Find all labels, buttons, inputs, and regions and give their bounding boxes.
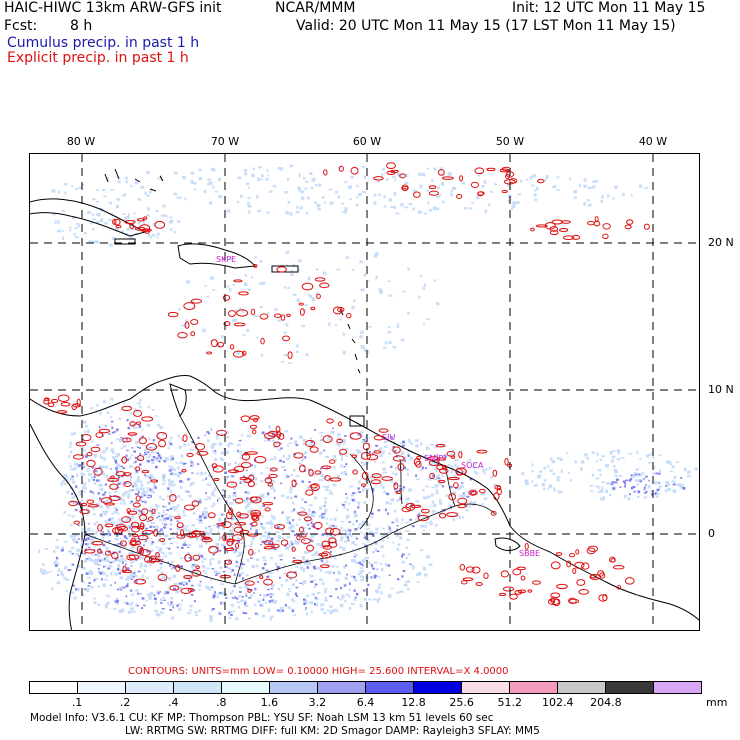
colorbar-label: 102.4	[542, 696, 574, 709]
lat-lon-grid	[30, 154, 699, 630]
colorbar-label: 6.4	[356, 696, 375, 709]
colorbar-label: .8	[216, 696, 227, 709]
border-colombia-peru	[84, 533, 236, 585]
colorbar-label: 12.8	[401, 696, 426, 709]
colorbar-cell	[222, 682, 270, 693]
header-org: NCAR/MMM	[275, 0, 356, 16]
colorbar-cell	[414, 682, 462, 693]
colorbar-cell	[558, 682, 606, 693]
colorbar-label: 204.8	[590, 696, 622, 709]
station-labels: SJU SKPE SMJP SOCA SBBE	[216, 255, 540, 558]
coast-trinidad	[349, 415, 365, 427]
border-guyana-suriname	[399, 458, 403, 505]
header-valid: Valid: 20 UTC Mon 11 May 15 (17 LST Mon …	[296, 18, 676, 34]
colorbar-cell	[510, 682, 558, 693]
colorbar-cell	[78, 682, 126, 693]
colorbar-label: 3.2	[308, 696, 327, 709]
explicit-precip-contours	[43, 162, 650, 607]
border-venezuela-colombia	[179, 415, 245, 585]
coast-amazon-mouth	[494, 537, 521, 551]
lon-label-40w: 40 W	[638, 135, 668, 148]
lon-label-70w: 70 W	[210, 135, 240, 148]
colorbar-cell	[270, 682, 318, 693]
colorbar-cell	[606, 682, 654, 693]
colorbar-cell	[126, 682, 174, 693]
map-canvas: SJU SKPE SMJP SOCA SBBE	[30, 154, 699, 630]
colorbar-cell	[462, 682, 510, 693]
coast-bahamas	[104, 168, 164, 192]
colorbar-label: .4	[167, 696, 179, 709]
colorbar-unit: mm	[706, 696, 728, 709]
colorbar-label: 1.6	[260, 696, 279, 709]
station-skpe: SKPE	[216, 255, 236, 264]
station-smjp: SMJP	[424, 454, 443, 463]
precip-colorbar	[29, 681, 702, 694]
lat-label-10n: 10 N	[708, 383, 734, 396]
contours-info: CONTOURS: UNITS=mm LOW= 0.10000 HIGH= 25…	[128, 666, 509, 677]
coast-lesser-antilles	[339, 308, 361, 374]
colorbar-cell	[654, 682, 701, 693]
precip-map: SJU SKPE SMJP SOCA SBBE	[29, 153, 700, 631]
colorbar-label: 25.6	[449, 696, 474, 709]
model-info-line2: LW: RRTMG SW: RRTMG DIFF: full KM: 2D Sm…	[125, 725, 540, 737]
station-sbbe: SBBE	[519, 549, 540, 558]
lon-label-50w: 50 W	[495, 135, 525, 148]
header-fcst-value: 8 h	[70, 18, 93, 34]
lon-label-60w: 60 W	[352, 135, 382, 148]
colorbar-cell	[30, 682, 78, 693]
colorbar-cell	[174, 682, 222, 693]
legend-cumulus: Cumulus precip. in past 1 h	[7, 35, 200, 51]
coast-jamaica	[114, 238, 136, 245]
lat-label-20n: 20 N	[708, 236, 734, 249]
coast-south-america-west	[30, 423, 86, 630]
lat-label-0: 0	[708, 527, 715, 540]
colorbar-label: .1	[71, 696, 83, 709]
header-title: HAIC-HIWC 13km ARW-GFS init	[4, 0, 222, 16]
colorbar-label: 51.2	[497, 696, 522, 709]
legend-explicit: Explicit precip. in past 1 h	[7, 50, 189, 66]
colorbar-cell	[366, 682, 414, 693]
colorbar-cell	[318, 682, 366, 693]
station-sju: SJU	[382, 433, 395, 442]
colorbar-label: .2	[119, 696, 131, 709]
lon-label-80w: 80 W	[66, 135, 96, 148]
coast-lake-maracaibo	[169, 383, 187, 417]
coast-puerto-rico	[271, 265, 299, 273]
coast-hispaniola	[177, 243, 256, 269]
model-info-line1: Model Info: V3.6.1 CU: KF MP: Thompson P…	[30, 712, 494, 724]
header-fcst-label: Fcst:	[4, 18, 38, 34]
header-init: Init: 12 UTC Mon 11 May 15	[512, 0, 706, 16]
border-venezuela-guyana	[349, 453, 374, 530]
station-soca: SOCA	[461, 461, 484, 470]
